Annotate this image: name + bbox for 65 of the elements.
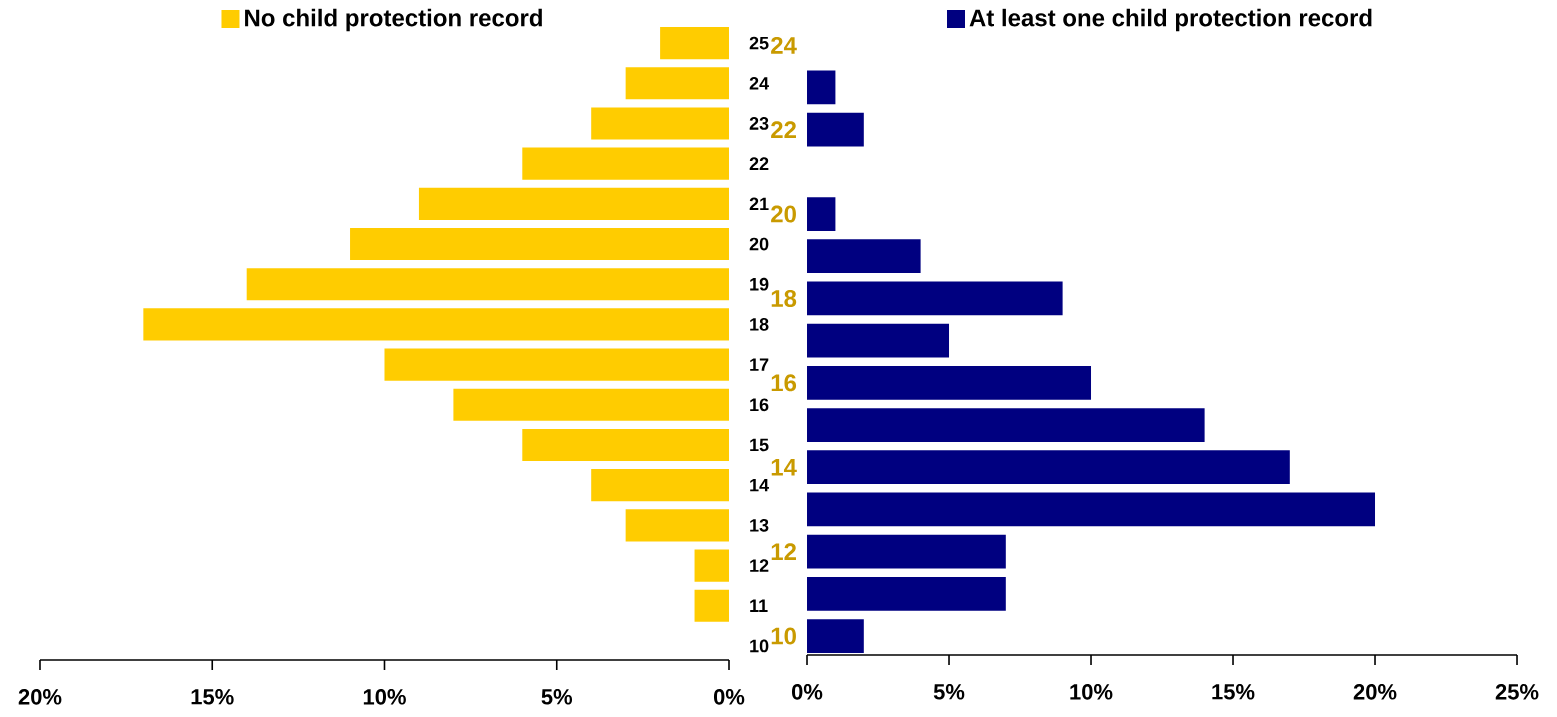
- y-tick-label: 12: [750, 559, 769, 572]
- y-tick-label: 18: [750, 318, 769, 331]
- bar: [591, 469, 729, 502]
- bar: [807, 450, 1290, 485]
- y-tick-label: 22: [771, 121, 796, 139]
- legend-label: No child protection record: [245, 8, 542, 32]
- bar: [807, 408, 1205, 442]
- y-tick-label: 23: [749, 117, 769, 130]
- x-tick-label: 0%: [713, 689, 745, 705]
- y-tick-label: 11: [750, 599, 768, 612]
- bar: [522, 147, 729, 180]
- bar: [807, 619, 864, 653]
- bar: [350, 227, 729, 261]
- x-tick-label: 15%: [1212, 684, 1255, 700]
- bar: [660, 27, 729, 60]
- y-tick-label: 24: [749, 76, 769, 90]
- y-tick-label: 20: [771, 205, 796, 223]
- y-tick-label: 25: [749, 36, 769, 50]
- bar: [694, 549, 729, 582]
- x-tick-label: 10%: [1070, 684, 1113, 700]
- bar: [807, 323, 950, 358]
- y-tick-label: 17: [750, 358, 769, 371]
- y-tick-label: 21: [749, 197, 769, 211]
- y-tick-label: 12: [771, 543, 796, 560]
- bar: [807, 70, 836, 105]
- bar: [807, 576, 1006, 611]
- x-tick-label: 25%: [1495, 684, 1539, 700]
- y-tick-label: 16: [771, 374, 797, 392]
- bar: [625, 509, 729, 542]
- y-tick-label: 15: [750, 438, 769, 452]
- y-tick-label: 24: [771, 36, 797, 54]
- legend-label: At least one child protection record: [969, 8, 1372, 32]
- x-tick-label: 5%: [933, 684, 965, 700]
- y-tick-label: 13: [750, 518, 769, 532]
- bar: [591, 107, 729, 140]
- y-tick-label: 10: [771, 627, 796, 645]
- y-tick-label: 20: [749, 237, 769, 251]
- bar: [807, 492, 1376, 527]
- y-tick-label: 19: [750, 277, 769, 291]
- x-tick-label: 0%: [791, 684, 823, 700]
- y-tick-label: 10: [750, 639, 769, 653]
- x-tick-label: 10%: [363, 689, 406, 705]
- y-tick-label: 22: [749, 157, 769, 170]
- bar: [807, 534, 1006, 569]
- bar: [246, 268, 729, 301]
- bar: [384, 348, 729, 381]
- bar: [418, 187, 729, 220]
- bar: [522, 428, 729, 462]
- bar: [807, 365, 1092, 400]
- y-tick-label: 14: [771, 458, 797, 476]
- bar: [453, 388, 729, 421]
- bar: [807, 112, 864, 147]
- bar: [807, 239, 921, 274]
- y-tick-label: 14: [750, 478, 769, 492]
- bar: [625, 67, 729, 100]
- y-tick-label: 18: [771, 289, 797, 307]
- x-tick-label: 15%: [191, 689, 234, 705]
- bar: [143, 308, 729, 341]
- bar: [694, 589, 729, 622]
- x-tick-label: 5%: [541, 689, 573, 705]
- bar: [807, 197, 836, 231]
- y-tick-label: 16: [750, 398, 769, 412]
- bar: [807, 281, 1063, 316]
- x-tick-label: 20%: [1353, 684, 1397, 700]
- x-tick-label: 20%: [18, 689, 62, 705]
